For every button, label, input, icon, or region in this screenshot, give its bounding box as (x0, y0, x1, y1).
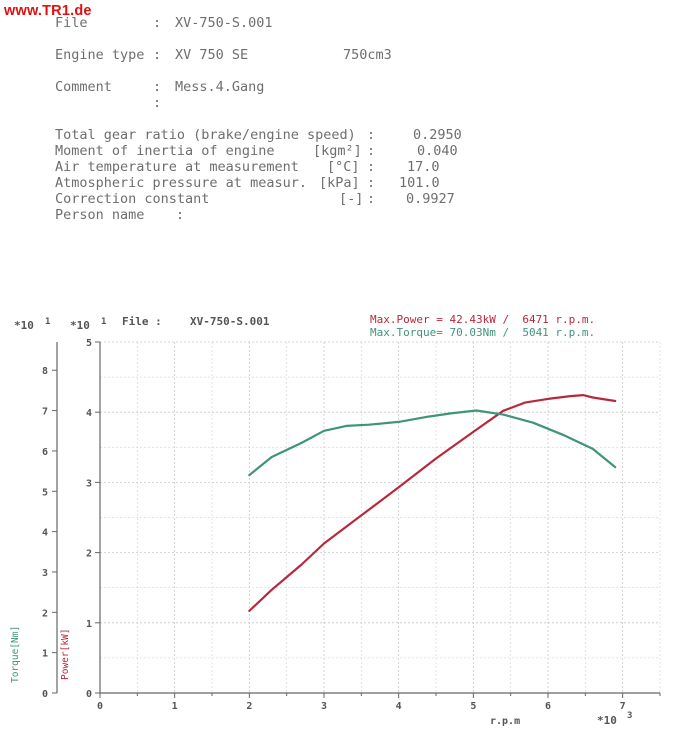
power-tick-label: 2 (86, 549, 92, 560)
engine-type-separator: : (153, 47, 162, 63)
x-tick-label: 6 (545, 701, 551, 712)
param-label: Total gear ratio (brake/engine speed) (55, 127, 356, 143)
power-curve (248, 393, 617, 612)
displacement-value: 750cm3 (343, 47, 392, 63)
chart-grid (99, 341, 661, 694)
x-multiplier: *10 (597, 714, 617, 727)
x-tick-label: 5 (470, 701, 476, 712)
torque-multiplier: *10 (14, 319, 34, 332)
power-tick-label: 5 (86, 338, 92, 349)
comment-separator: : (153, 79, 162, 95)
param-row-pressure: Atmospheric pressure at measur. [kPa] : … (55, 175, 440, 191)
param-unit: [-] (339, 191, 364, 207)
x-tick-label: 7 (620, 701, 626, 712)
param-row-gear-ratio: Total gear ratio (brake/engine speed) : … (55, 127, 462, 143)
torque-tick-label: 2 (42, 608, 48, 619)
power-tick-label: 1 (86, 619, 92, 630)
x-tick-label: 2 (246, 701, 252, 712)
param-row-air-temperature: Air temperature at measurement [°C] : 17… (55, 159, 440, 175)
power-tick-label: 3 (86, 478, 92, 489)
watermark: www.TR1.de (4, 3, 92, 19)
chart-ticks: 0 1 2 3 4 5 6 7 0 1 2 3 4 5 0 1 2 3 4 5 6 7 8 (42, 338, 661, 712)
comment-value: Mess.4.Gang (175, 79, 265, 95)
param-unit: [°C] (327, 159, 360, 175)
param-separator: : (367, 175, 376, 191)
param-unit: [kgm²] (313, 143, 362, 159)
torque-tick-label: 8 (42, 366, 48, 377)
engine-type-value: XV 750 SE (175, 47, 249, 63)
torque-tick-label: 1 (42, 649, 48, 660)
chart-file-value: XV-750-S.001 (190, 315, 270, 328)
param-separator: : (367, 143, 376, 159)
comment-separator-2: : (153, 95, 162, 111)
power-multiplier: *10 (70, 319, 90, 332)
file-label: File (55, 15, 88, 31)
param-value: 0.9927 (406, 191, 455, 207)
file-separator: : (153, 15, 162, 31)
torque-tick-label: 0 (42, 689, 48, 700)
param-value: 0.040 (417, 143, 458, 159)
param-label: Moment of inertia of engine (55, 143, 275, 159)
param-label: Atmospheric pressure at measur. (55, 175, 307, 191)
param-row-inertia: Moment of inertia of engine [kgm²] : 0.0… (55, 143, 458, 159)
power-axis-label: Power[kW] (60, 629, 71, 680)
torque-tick-label: 7 (42, 407, 48, 418)
max-power-annotation: Max.Power = 42.43kW / 6471 r.p.m. (370, 313, 595, 326)
param-separator: : (367, 191, 376, 207)
param-value: 101.0 (399, 175, 440, 191)
x-tick-label: 0 (97, 701, 103, 712)
param-value: 0.2950 (413, 127, 462, 143)
torque-tick-label: 4 (42, 528, 48, 539)
param-value: 17.0 (407, 159, 440, 175)
engine-type-label: Engine type (55, 47, 145, 63)
param-separator: : (367, 127, 376, 143)
param-separator: : (367, 159, 376, 175)
chart-series (248, 393, 617, 612)
param-label: Air temperature at measurement (55, 159, 299, 175)
file-value: XV-750-S.001 (175, 15, 273, 31)
x-tick-label: 3 (321, 701, 327, 712)
torque-tick-label: 5 (42, 487, 48, 498)
parameters-list: Total gear ratio (brake/engine speed) : … (55, 127, 462, 223)
power-tick-label: 4 (86, 408, 92, 419)
x-multiplier-exponent: 3 (627, 711, 632, 721)
torque-curve (248, 409, 617, 477)
chart-file-label: File : (122, 315, 162, 328)
x-tick-label: 1 (172, 701, 178, 712)
x-tick-label: 4 (396, 701, 402, 712)
comment-label: Comment (55, 79, 112, 95)
power-tick-label: 0 (86, 689, 92, 700)
param-label: Correction constant (55, 191, 210, 207)
param-row-person-name: Person name : (55, 207, 184, 223)
param-label: Person name (55, 207, 145, 223)
torque-multiplier-exponent: 1 (45, 317, 50, 327)
chart-axes (56, 342, 660, 694)
power-multiplier-exponent: 1 (101, 317, 106, 327)
torque-tick-label: 6 (42, 447, 48, 458)
torque-axis-label: Torque[Nm] (10, 626, 21, 683)
max-torque-annotation: Max.Torque= 70.03Nm / 5041 r.p.m. (370, 326, 595, 339)
param-separator: : (176, 207, 185, 223)
x-axis-label: r.p.m (490, 716, 520, 727)
torque-tick-label: 3 (42, 568, 48, 579)
dyno-chart: 0 1 2 3 4 5 6 7 0 1 2 3 4 5 0 1 2 3 4 5 6 7 8 File : XV-750-S.… (10, 313, 661, 727)
param-row-correction: Correction constant [-] : 0.9927 (55, 191, 455, 207)
param-unit: [kPa] (319, 175, 360, 191)
